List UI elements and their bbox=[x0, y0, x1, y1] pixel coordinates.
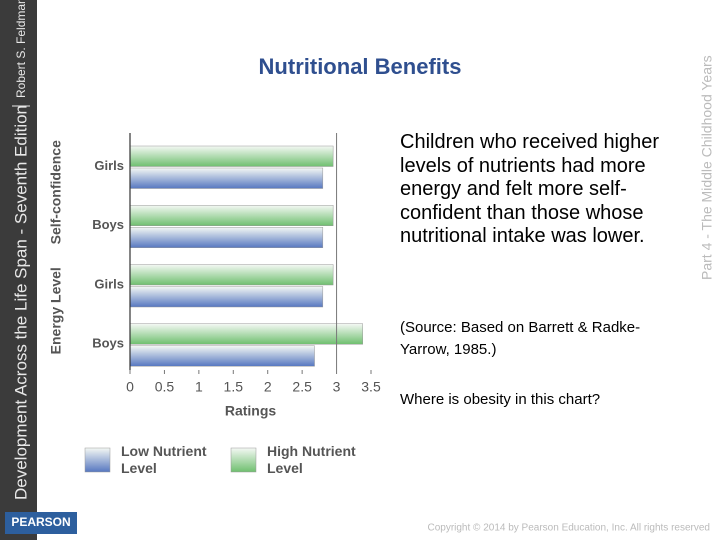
question-text: Where is obesity in this chart? bbox=[400, 391, 601, 408]
legend-swatch bbox=[230, 447, 257, 473]
bar bbox=[129, 227, 324, 248]
side-bar bbox=[0, 0, 37, 540]
x-tick-label: 3.5 bbox=[361, 379, 381, 395]
logo: PEARSON bbox=[11, 515, 70, 529]
x-tick-label: 1 bbox=[195, 379, 203, 395]
side-title: Development Across the Life Span - Seven… bbox=[11, 105, 30, 500]
bar bbox=[129, 323, 363, 345]
x-tick-label: 2.5 bbox=[292, 379, 312, 395]
category-label: Boys bbox=[92, 217, 124, 232]
category-label: Girls bbox=[94, 158, 124, 173]
bar bbox=[129, 167, 324, 189]
x-tick-label: 2 bbox=[264, 379, 272, 395]
x-axis-label: Ratings bbox=[225, 403, 277, 419]
source-text: (Source: Based on Barrett & Radke-Yarrow… bbox=[400, 319, 641, 358]
bar bbox=[129, 286, 324, 308]
legend-label: High Nutrient Level bbox=[267, 443, 356, 476]
x-tick-label: 3 bbox=[333, 379, 341, 395]
legend-swatch bbox=[84, 447, 111, 473]
body-text: Children who received higher levels of n… bbox=[400, 131, 660, 247]
category-label: Girls bbox=[94, 276, 124, 291]
bar bbox=[129, 345, 315, 367]
author: Robert S. Feldman bbox=[14, 0, 28, 98]
x-tick-label: 0 bbox=[126, 379, 134, 395]
part-title: Part 4 - The Middle Childhood Years bbox=[699, 55, 715, 280]
logo-box bbox=[5, 512, 77, 534]
legend-label: Low Nutrient Level bbox=[121, 443, 207, 476]
bar bbox=[129, 145, 334, 167]
group-label: Energy Level bbox=[48, 267, 64, 354]
category-label: Boys bbox=[92, 336, 124, 351]
group-label: Self-confidence bbox=[48, 140, 64, 244]
x-tick-label: 1.5 bbox=[224, 379, 244, 395]
x-tick-label: 0.5 bbox=[155, 379, 175, 395]
slide-title: Nutritional Benefits bbox=[259, 54, 462, 79]
copyright: Copyright © 2014 by Pearson Education, I… bbox=[427, 523, 710, 534]
bar bbox=[129, 205, 334, 226]
bar bbox=[129, 264, 334, 286]
